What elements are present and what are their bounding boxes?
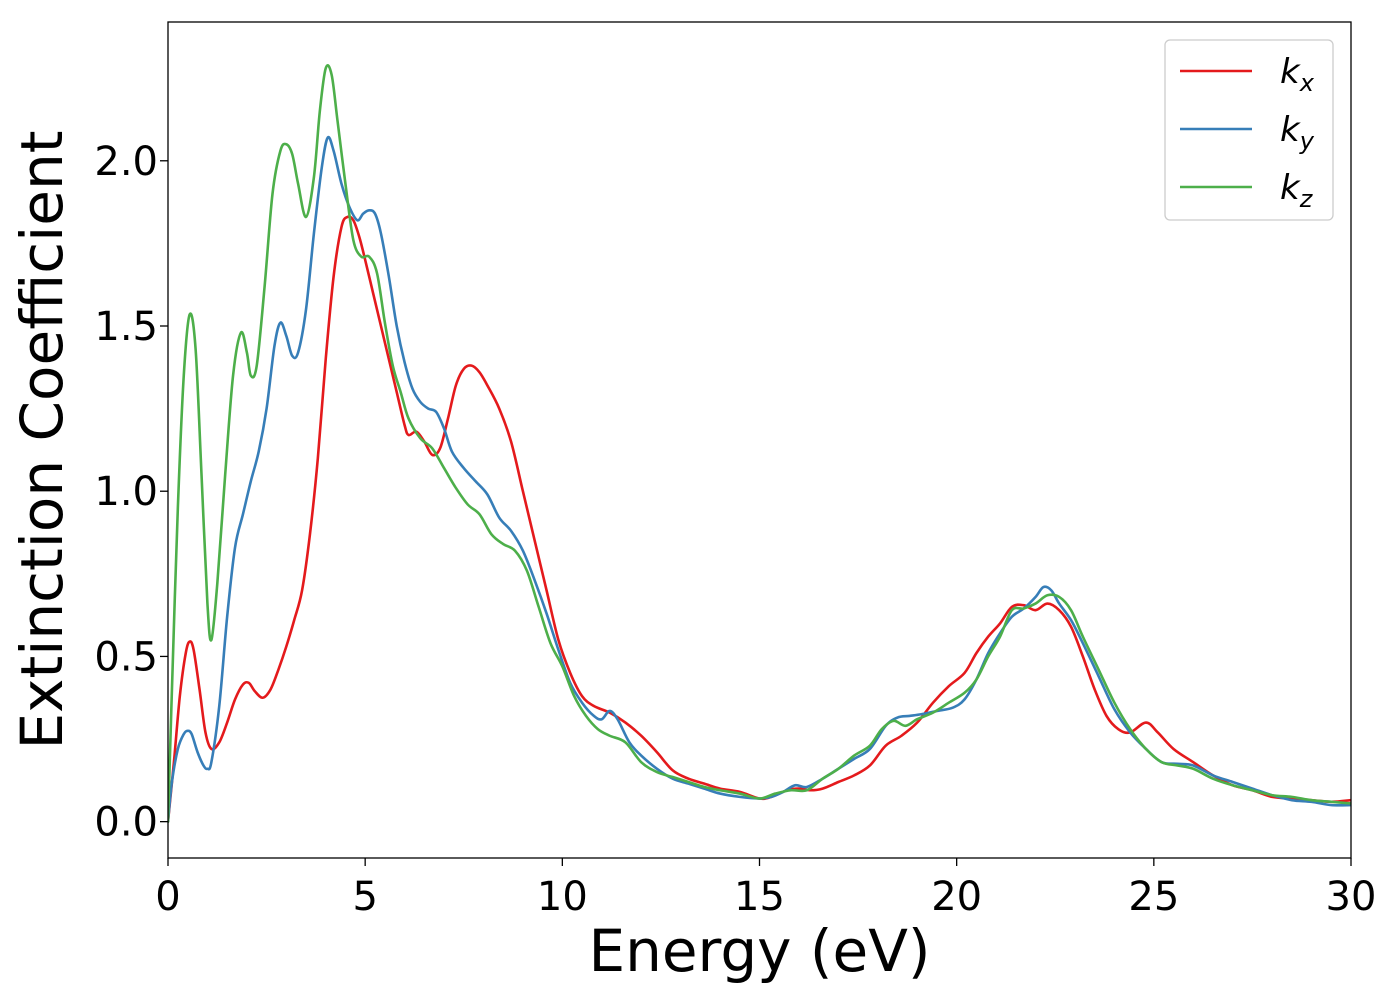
plot-lines (168, 64, 1351, 823)
legend-label-ky: ky (1280, 110, 1315, 155)
series-line-ky (168, 135, 1351, 823)
y-tick-label: 2.0 (94, 139, 158, 185)
y-tick-label: 0.5 (94, 634, 158, 680)
x-tick-label: 15 (734, 874, 785, 920)
x-tick-label: 30 (1326, 874, 1377, 920)
legend-label-kx: kx (1280, 52, 1315, 97)
y-axis-label: Extinction Coefficient (8, 131, 76, 750)
x-tick-label: 10 (537, 874, 588, 920)
y-tick-label: 1.5 (94, 304, 158, 350)
x-tick-label: 20 (931, 874, 982, 920)
x-tick-label: 0 (155, 874, 180, 920)
series-line-kx (168, 215, 1351, 823)
series-line-kz (168, 64, 1351, 823)
x-axis-ticks: 0 5 10 15 20 25 30 (155, 858, 1376, 920)
y-tick-label: 1.0 (94, 469, 158, 515)
legend: kx ky kz (1164, 39, 1334, 221)
x-tick-label: 25 (1128, 874, 1179, 920)
y-axis-ticks: 0.0 0.5 1.0 1.5 2.0 (94, 139, 168, 846)
y-tick-label: 0.0 (94, 800, 158, 846)
x-tick-label: 5 (352, 874, 377, 920)
x-axis-label: Energy (eV) (588, 917, 930, 985)
legend-label-kz: kz (1280, 168, 1314, 213)
